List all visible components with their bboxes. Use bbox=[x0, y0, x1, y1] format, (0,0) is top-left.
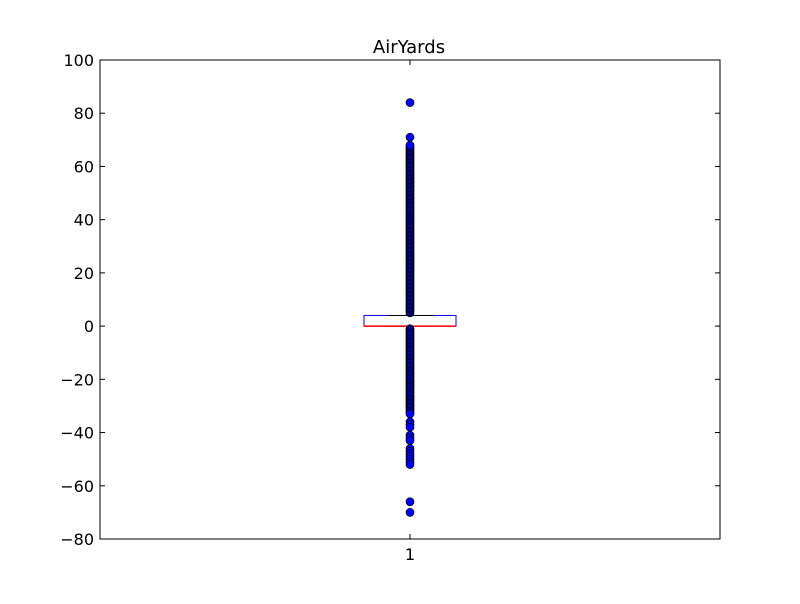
x-tick-label: 1 bbox=[405, 545, 415, 564]
y-tick-label: 60 bbox=[74, 157, 94, 176]
y-tick-label: 40 bbox=[74, 211, 94, 230]
y-tick-label: 20 bbox=[74, 264, 94, 283]
y-tick-label: −20 bbox=[60, 370, 94, 389]
y-tick-label: 80 bbox=[74, 104, 94, 123]
y-tick-label: 100 bbox=[63, 51, 94, 70]
plot-frame bbox=[99, 59, 721, 540]
y-tick-label: −40 bbox=[60, 424, 94, 443]
y-tick-label: −80 bbox=[60, 530, 94, 549]
outlier-point bbox=[405, 132, 415, 142]
outlier-point bbox=[405, 140, 415, 150]
outlier-point bbox=[405, 409, 415, 419]
outlier-layer bbox=[405, 98, 415, 517]
outlier-point bbox=[405, 460, 415, 469]
y-tick-label: −60 bbox=[60, 477, 94, 496]
outlier-point bbox=[405, 98, 415, 107]
chart-title: AirYards bbox=[373, 37, 445, 58]
axis-ticks: −80 −60 −40 −20 0 20 40 60 80 100 1 bbox=[60, 51, 720, 564]
outlier-point bbox=[405, 497, 415, 507]
outlier-point bbox=[405, 436, 415, 445]
outlier-point bbox=[405, 422, 415, 432]
y-tick-label: 0 bbox=[84, 317, 94, 336]
outlier-point bbox=[405, 508, 415, 517]
